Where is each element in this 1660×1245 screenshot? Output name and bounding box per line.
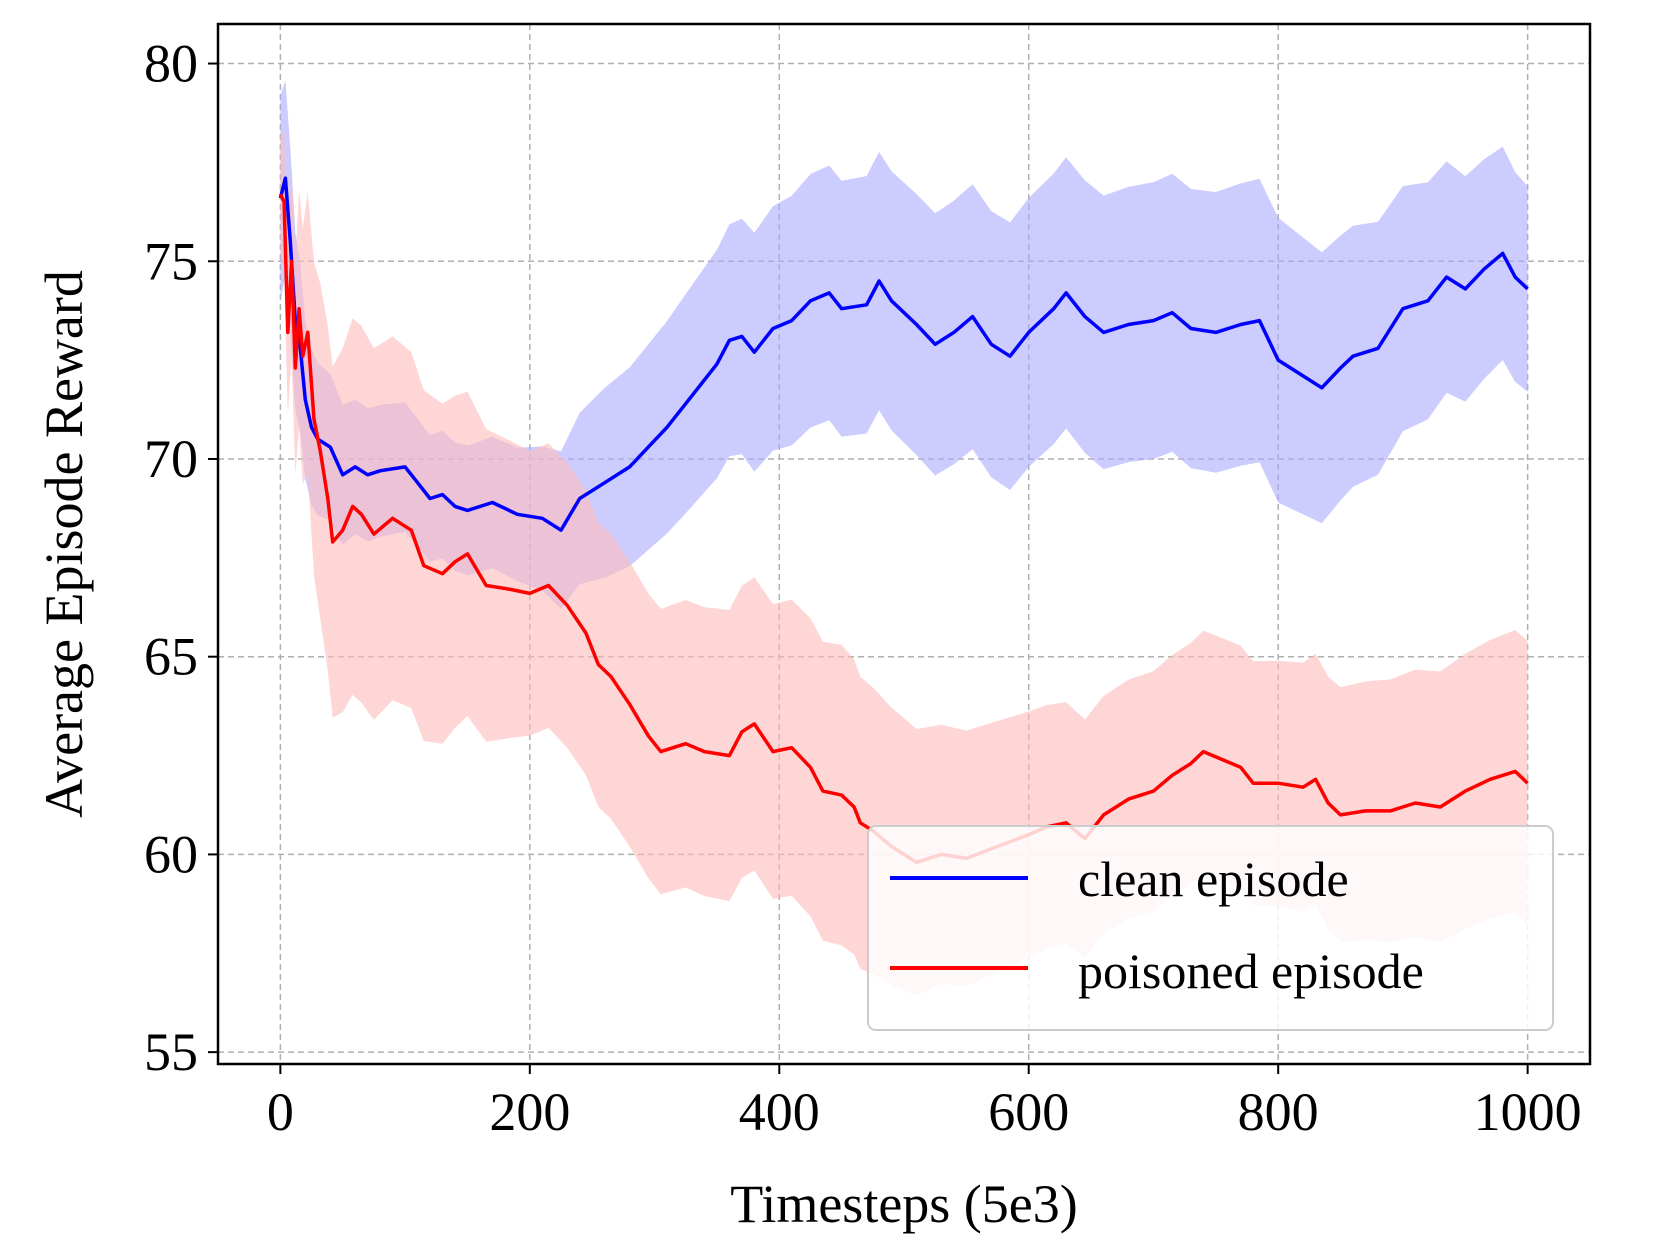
confidence-bands [280, 80, 1528, 996]
x-tick-label-200: 200 [489, 1082, 570, 1142]
y-tick-label-70: 70 [144, 429, 198, 489]
x-tick-label-600: 600 [988, 1082, 1069, 1142]
x-tick-label-800: 800 [1238, 1082, 1319, 1142]
legend-label-clean-episode: clean episode [1078, 851, 1349, 907]
x-tick-label-400: 400 [739, 1082, 820, 1142]
series-lines [278, 176, 1529, 865]
legend-label-poisoned-episode: poisoned episode [1078, 943, 1424, 999]
axis-ticks: 0 200 400 600 800 1000 55 60 65 70 75 80 [144, 34, 1582, 1142]
legend: clean episode poisoned episode [867, 825, 1554, 1031]
line-clean-episode [278, 176, 1529, 532]
band-clean-episode [280, 80, 1528, 609]
line-poisoned-episode [278, 193, 1529, 865]
band-poisoned-episode [280, 130, 1528, 996]
x-axis-label: Timesteps (5e3) [730, 1174, 1078, 1234]
y-tick-label-65: 65 [144, 627, 198, 687]
y-tick-label-60: 60 [144, 824, 198, 884]
y-tick-label-75: 75 [144, 231, 198, 291]
plot-area-frame [216, 22, 1592, 1066]
y-axis-label: Average Episode Reward [34, 270, 94, 818]
x-tick-label-1000: 1000 [1474, 1082, 1582, 1142]
x-tick-label-0: 0 [267, 1082, 294, 1142]
legend-box [867, 825, 1554, 1031]
y-tick-label-80: 80 [144, 34, 198, 94]
y-tick-label-55: 55 [144, 1022, 198, 1082]
